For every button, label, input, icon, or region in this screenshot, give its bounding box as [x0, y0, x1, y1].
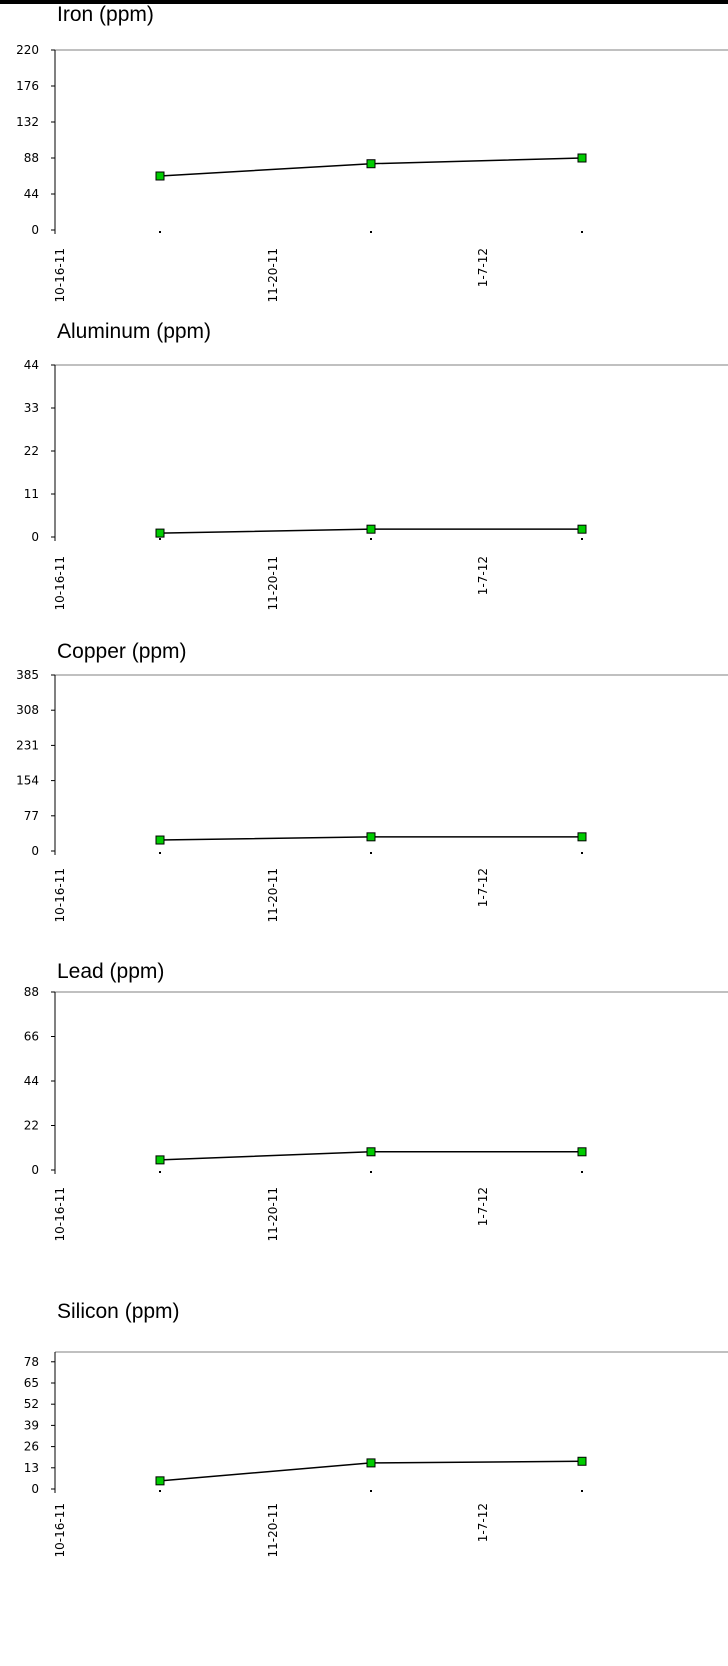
y-tick-label: 0 [31, 1482, 39, 1496]
data-point-marker [577, 153, 587, 163]
x-tick-mark [159, 231, 161, 233]
data-point-marker [577, 1456, 587, 1466]
copper-chart: 0 77 154 231 308 385 10-16-11 11-20-11 1-7-12 [16, 668, 728, 922]
y-tick-label: 308 [16, 703, 39, 717]
y-tick-label: 39 [24, 1418, 39, 1432]
x-tick-mark [159, 1490, 161, 1492]
y-tick-label: 0 [31, 530, 39, 544]
y-tick-label: 13 [24, 1461, 39, 1475]
y-tick-label: 44 [24, 1074, 39, 1088]
data-point-marker [577, 1147, 587, 1157]
data-point-marker [577, 524, 587, 534]
y-tick-label: 220 [16, 43, 39, 57]
silicon-chart: 0 13 26 39 52 65 78 10-16-11 11-20-11 1-7-12 [24, 1351, 728, 1557]
x-tick-label: 10-16-11 [53, 1187, 67, 1241]
y-tick-label: 44 [24, 187, 39, 201]
y-tick-label: 132 [16, 115, 39, 129]
x-tick-label: 1-7-12 [476, 248, 490, 287]
y-tick-label: 0 [31, 844, 39, 858]
x-tick-label: 10-16-11 [53, 868, 67, 922]
lead-chart-title: Lead (ppm) [57, 960, 165, 983]
iron-chart: 0 44 88 132 176 220 10-16-11 11-20-11 1-7-12 [16, 43, 728, 302]
y-tick-label: 22 [24, 444, 39, 458]
y-tick-label: 65 [24, 1376, 39, 1390]
x-tick-mark [370, 1490, 372, 1492]
data-point-marker [155, 171, 165, 181]
y-tick-label: 77 [24, 809, 39, 823]
y-tick-label: 385 [16, 668, 39, 682]
x-tick-mark [581, 852, 583, 854]
x-tick-label: 10-16-11 [53, 556, 67, 610]
data-point-marker [155, 528, 165, 538]
lead-chart: 0 22 44 66 88 10-16-11 11-20-11 1-7-12 [24, 985, 728, 1241]
copper-chart-title: Copper (ppm) [57, 640, 187, 663]
data-point-marker [366, 1458, 376, 1468]
x-tick-mark [370, 852, 372, 854]
x-tick-label: 1-7-12 [476, 1187, 490, 1226]
data-point-marker [577, 832, 587, 842]
y-tick-label: 78 [24, 1355, 39, 1369]
data-point-marker [155, 1476, 165, 1486]
x-tick-label: 10-16-11 [53, 1503, 67, 1557]
x-tick-mark [581, 231, 583, 233]
x-tick-mark [581, 1171, 583, 1173]
y-tick-label: 26 [24, 1440, 39, 1454]
x-tick-label: 11-20-11 [266, 1503, 280, 1557]
x-tick-mark [581, 538, 583, 540]
data-point-marker [366, 1147, 376, 1157]
x-tick-label: 1-7-12 [476, 868, 490, 907]
iron-chart-title: Iron (ppm) [57, 3, 154, 26]
x-tick-mark [159, 1171, 161, 1173]
y-tick-label: 231 [16, 738, 39, 752]
y-tick-label: 66 [24, 1030, 39, 1044]
x-tick-label: 1-7-12 [476, 556, 490, 595]
y-tick-label: 33 [24, 401, 39, 415]
aluminum-chart: 0 11 22 33 44 10-16-11 11-20-11 1-7-12 [24, 358, 728, 610]
y-tick-label: 88 [24, 151, 39, 165]
y-tick-label: 52 [24, 1397, 39, 1411]
data-point-marker [366, 832, 376, 842]
y-tick-label: 154 [16, 774, 39, 788]
y-tick-label: 0 [31, 223, 39, 237]
x-tick-label: 11-20-11 [266, 1187, 280, 1241]
data-point-marker [155, 1155, 165, 1165]
data-point-marker [366, 524, 376, 534]
aluminum-chart-title: Aluminum (ppm) [57, 320, 212, 343]
x-tick-label: 10-16-11 [53, 248, 67, 302]
x-tick-label: 11-20-11 [266, 248, 280, 302]
y-tick-label: 44 [24, 358, 39, 372]
x-tick-mark [159, 852, 161, 854]
x-tick-label: 1-7-12 [476, 1503, 490, 1542]
y-tick-label: 176 [16, 79, 39, 93]
x-tick-mark [370, 1171, 372, 1173]
top-rule [0, 0, 728, 4]
x-tick-mark [370, 538, 372, 540]
data-point-marker [366, 159, 376, 169]
x-tick-label: 11-20-11 [266, 868, 280, 922]
y-tick-label: 22 [24, 1119, 39, 1133]
y-tick-label: 88 [24, 985, 39, 999]
x-tick-mark [159, 538, 161, 540]
x-tick-mark [370, 231, 372, 233]
x-tick-mark [581, 1490, 583, 1492]
data-point-marker [155, 835, 165, 845]
x-tick-label: 11-20-11 [266, 556, 280, 610]
silicon-chart-title: Silicon (ppm) [57, 1300, 180, 1323]
y-tick-label: 0 [31, 1163, 39, 1177]
y-tick-label: 11 [24, 487, 39, 501]
